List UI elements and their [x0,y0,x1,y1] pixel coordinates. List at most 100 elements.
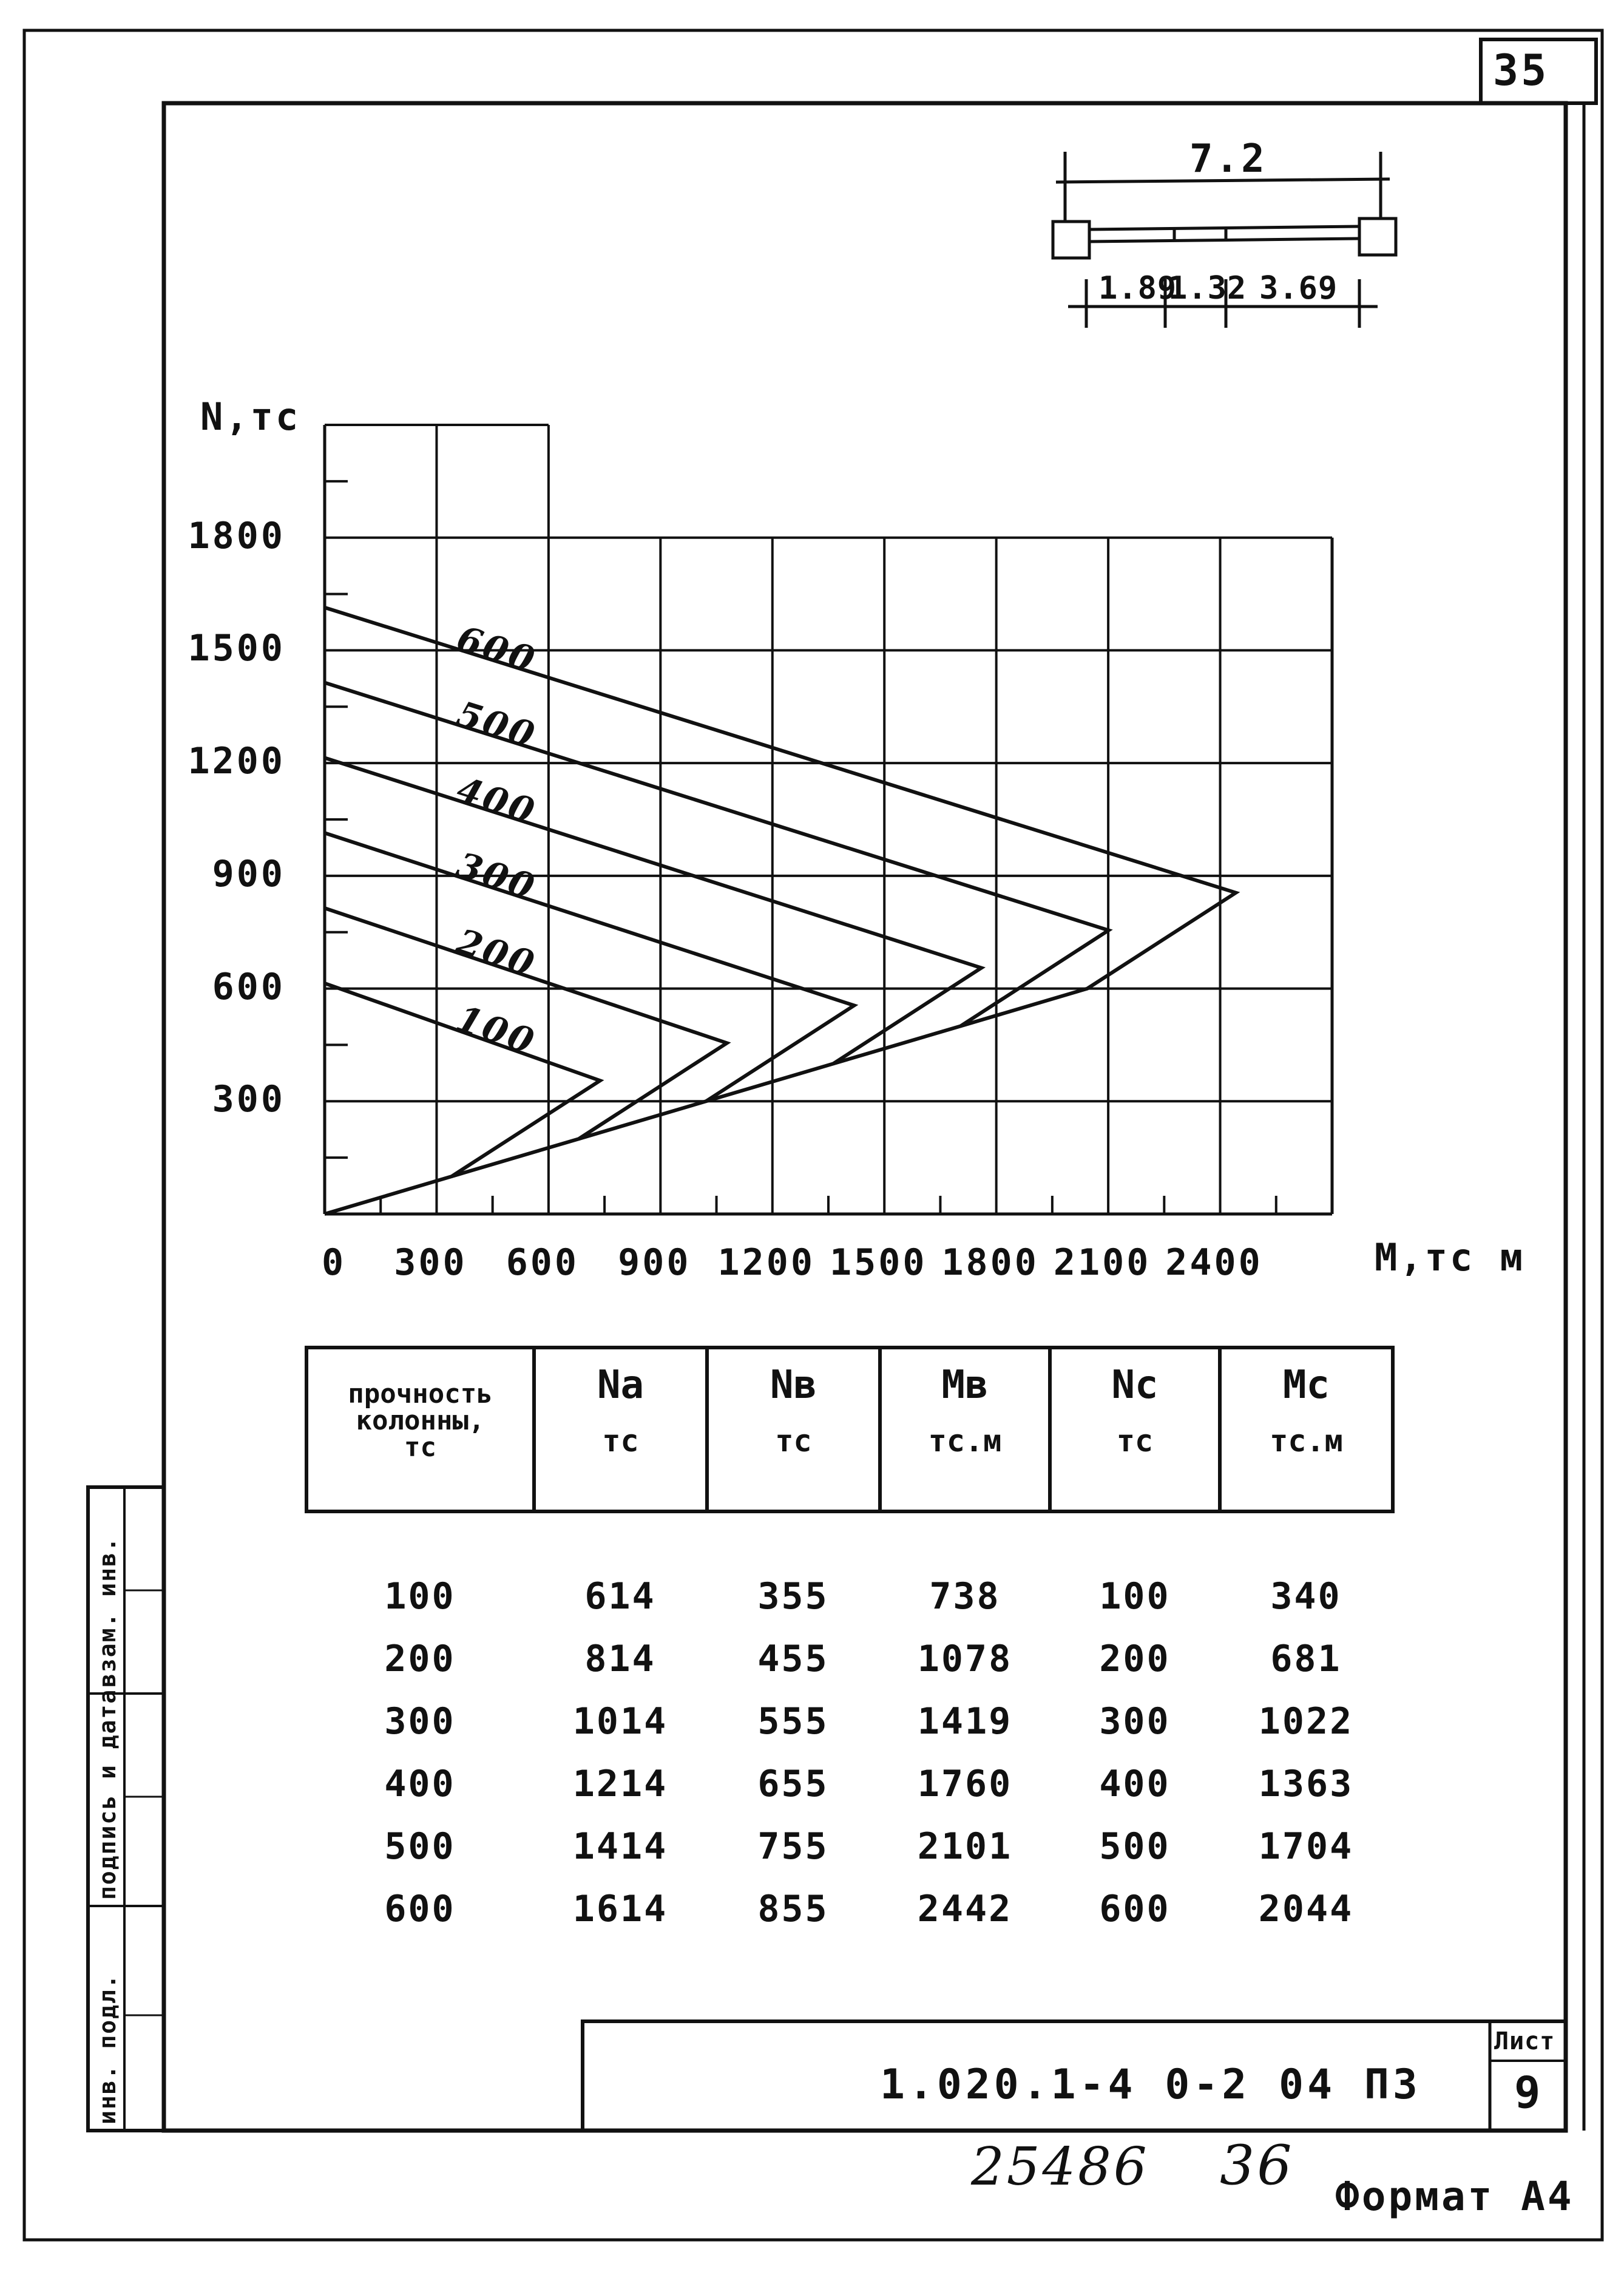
y-tick-label: 300 [212,1078,285,1121]
x-tick-label: 300 [394,1241,467,1284]
header-na-label: Na [597,1363,645,1408]
table-cell: 1760 [917,1763,1013,1805]
sidebar-frame [86,1485,166,2132]
handwritten-number-left: 25486 [971,2137,1149,2197]
table-cell: 355 [757,1575,829,1618]
page-number-box [1479,38,1598,105]
table-header-frame [305,1346,1395,1513]
header-line-1: прочность [348,1378,493,1409]
header-line-2: колонны, [356,1405,485,1436]
series-line-600 [324,605,1240,1028]
series-line-200 [324,906,731,1178]
x-axis-label: M,тс м [1375,1235,1525,1280]
x-tick-label: 0 [321,1241,347,1284]
segment-label-2: 1.32 [1168,270,1247,307]
table-cell: 500 [384,1825,456,1868]
header-mc-unit: тс.м [1270,1423,1343,1459]
table-cell: 555 [757,1700,829,1743]
header-mb-unit: тс.м [928,1423,1002,1459]
table-cell: 400 [1099,1763,1171,1805]
header-mc-label: Mc [1282,1363,1330,1408]
series-line-500 [324,680,1113,1066]
sidebar-label-inv-podl: инв. подл. [94,1973,121,2124]
header-nb-unit: тс [775,1423,812,1459]
table-cell: 300 [384,1700,456,1743]
table-cell: 1363 [1258,1763,1354,1805]
table-cell: 100 [1099,1575,1171,1618]
table-cell: 681 [1270,1638,1342,1680]
table-cell: 1014 [572,1700,668,1743]
table-cell: 600 [1099,1888,1171,1930]
table-cell: 200 [1099,1638,1171,1680]
format-label: Формат А4 [1335,2173,1574,2220]
x-tick-label: 2400 [1165,1241,1263,1284]
table-cell: 2442 [917,1888,1013,1930]
table-cell: 1078 [917,1638,1013,1680]
table-cell: 855 [757,1888,829,1930]
table-header-nc: Nc тс [1050,1363,1220,1459]
header-line-3: тс [404,1432,436,1463]
table-cell: 1704 [1258,1825,1354,1868]
table-cell: 755 [757,1825,829,1868]
table-cell: 455 [757,1638,829,1680]
table-header-mb: Mв тс.м [880,1363,1050,1459]
table-header-nb: Nв тс [707,1363,880,1459]
table-cell: 1022 [1258,1700,1354,1743]
series-line-400 [324,756,986,1104]
segment-label-3: 3.69 [1259,270,1338,307]
table-cell: 1419 [917,1700,1013,1743]
x-tick-label: 1500 [829,1241,927,1284]
document-code: 1.020.1-4 0-2 04 ПЗ [880,2061,1421,2109]
header-nc-unit: тс [1116,1423,1154,1459]
table-cell: 300 [1099,1700,1171,1743]
table-cell: 100 [384,1575,456,1618]
sidebar-label-signature-date: подпись и дата [94,1688,121,1900]
series-line-300 [324,831,859,1141]
table-cell: 400 [384,1763,456,1805]
table-cell: 1614 [572,1888,668,1930]
table-cell: 814 [584,1638,656,1680]
table-cell: 500 [1099,1825,1171,1868]
table-cell: 738 [929,1575,1001,1618]
handwritten-number-right: 36 [1220,2134,1294,2197]
x-tick-label: 900 [618,1241,691,1284]
y-axis-label: N,тс [200,395,301,439]
table-header-na: Na тс [534,1363,707,1459]
table-cell: 2101 [917,1825,1013,1868]
page-number: 35 [1493,46,1549,95]
table-cell: 655 [757,1763,829,1805]
y-tick-label: 1200 [188,740,285,783]
x-tick-label: 1200 [717,1241,816,1284]
sheet-number: 9 [1514,2067,1543,2118]
table-cell: 600 [384,1888,456,1930]
table-cell: 2044 [1258,1888,1354,1930]
table-cell: 614 [584,1575,656,1618]
table-cell: 1414 [572,1825,668,1868]
header-nb-label: Nв [770,1363,817,1408]
y-tick-label: 900 [212,852,285,895]
table-header-mc: Mc тс.м [1220,1363,1393,1459]
table-cell: 1214 [572,1763,668,1805]
y-tick-label: 1800 [188,514,285,557]
y-tick-label: 600 [212,965,285,1008]
span-scheme [1051,152,1398,328]
header-na-unit: тс [602,1423,639,1459]
segment-label-1: 1.89 [1098,270,1177,307]
y-tick-label: 1500 [188,627,285,670]
span-label: 7.2 [1189,137,1267,181]
x-tick-label: 2100 [1053,1241,1151,1284]
sheet-label: Лист [1494,2027,1555,2055]
table-cell: 200 [384,1638,456,1680]
sidebar-label-vzam-inv: взам. инв. [94,1536,121,1687]
table-cell: 340 [1270,1575,1342,1618]
header-nc-label: Nc [1111,1363,1159,1408]
chart-grid [323,424,1334,1216]
series-line-100 [324,982,604,1216]
header-mb-label: Mв [941,1363,989,1408]
x-tick-label: 600 [506,1241,580,1284]
x-tick-label: 1800 [941,1241,1039,1284]
chart-series [324,605,1240,1216]
table-header-strength: прочность колонны, тс [306,1381,534,1461]
